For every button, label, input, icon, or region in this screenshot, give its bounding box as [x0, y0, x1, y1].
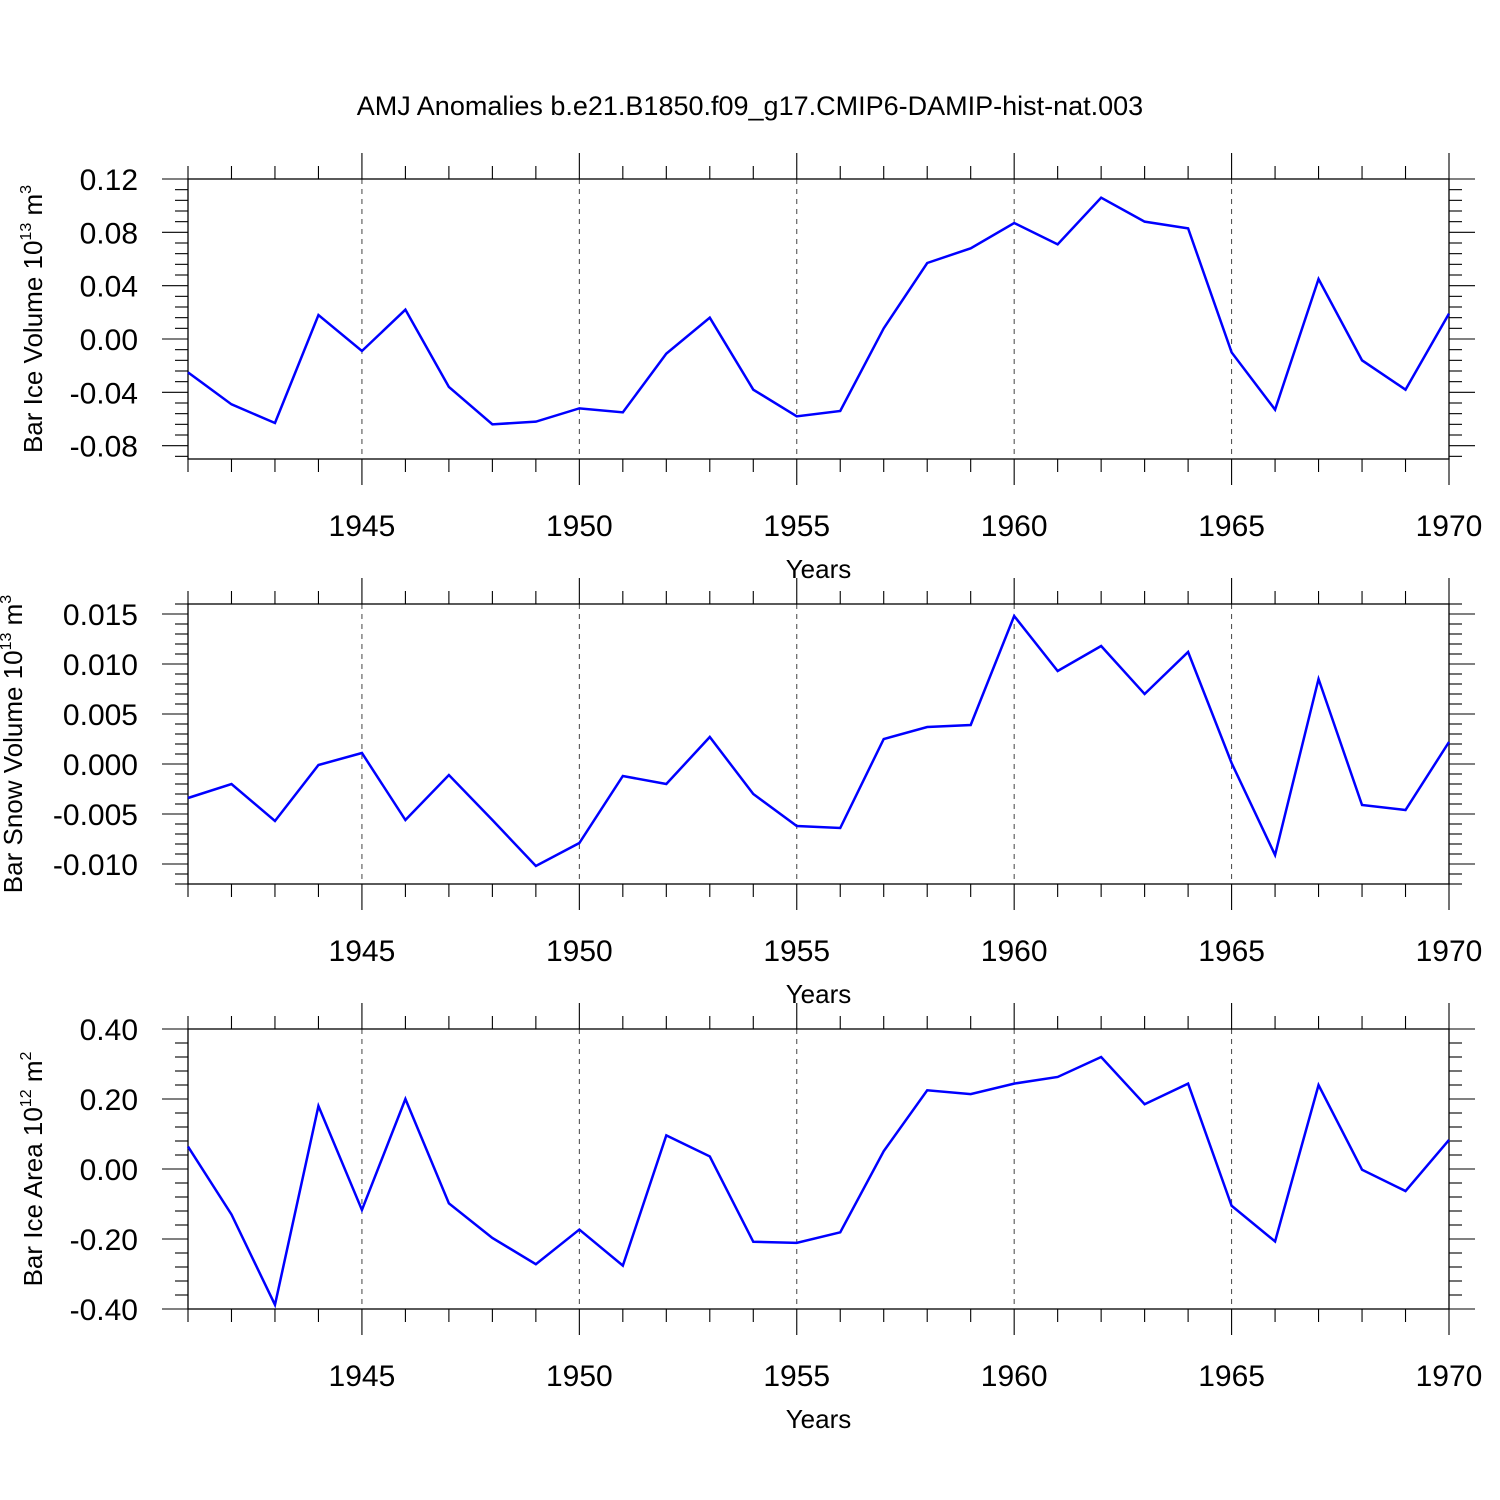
y-axis-label: Bar Ice Area 1012 m2	[18, 1051, 48, 1286]
plot-frame	[187, 178, 1450, 460]
y-tick-label: -0.005	[53, 799, 138, 832]
y-tick-label: -0.04	[70, 377, 138, 410]
x-tick-label: 1965	[1198, 510, 1265, 543]
y-tick-label: 0.20	[80, 1084, 138, 1117]
panel-ice-area: 0.40 0.20 0.00 -0.20 -0.40 1945 1950 1955 1960 19…	[18, 1003, 1482, 1434]
y-tick-label: -0.20	[70, 1224, 138, 1257]
y-tick-label: 0.00	[80, 1154, 138, 1187]
x-tick-label: 1955	[763, 935, 830, 968]
figure-title: AMJ Anomalies b.e21.B1850.f09_g17.CMIP6-…	[357, 91, 1143, 121]
x-axis-label: Years	[786, 979, 852, 1009]
y-tick-label: 0.005	[63, 699, 138, 732]
y-axis-label: Bar Ice Volume 1013 m3	[18, 185, 48, 453]
y-tick-label: 0.40	[80, 1014, 138, 1047]
y-axis-label-part: m	[18, 194, 48, 223]
y-axis-label-part: m	[0, 604, 28, 633]
y-axis-label-part: Bar Ice Area 10	[18, 1107, 48, 1286]
y-axis-label-part: Bar Snow Volume 10	[0, 650, 28, 893]
x-tick-label: 1945	[329, 935, 396, 968]
series-line	[187, 196, 1451, 426]
series-line	[187, 613, 1451, 868]
y-axis-label-superscript: 2	[18, 1051, 35, 1060]
y-axis-label-superscript: 12	[18, 1089, 35, 1107]
panel-snow-volume: 0.015 0.010 0.005 0.000 -0.005 -0.010 1945 1950…	[0, 578, 1482, 1009]
series-line	[186, 1055, 1450, 1309]
y-axis-label-superscript: 13	[18, 223, 35, 241]
y-axis-label-superscript: 13	[0, 632, 15, 650]
x-tick-label: 1945	[329, 510, 396, 543]
x-tick-label: 1950	[546, 510, 613, 543]
x-tick-label: 1950	[546, 1360, 613, 1393]
y-axis-label-superscript: 3	[18, 185, 35, 194]
x-tick-label: 1970	[1416, 510, 1483, 543]
x-axis-label: Years	[786, 554, 852, 584]
y-axis-label: Bar Snow Volume 1013 m3	[0, 595, 28, 894]
x-tick-label: 1945	[329, 1360, 396, 1393]
x-tick-label: 1960	[981, 1360, 1048, 1393]
x-tick-label: 1955	[763, 1360, 830, 1393]
plot-frame	[187, 603, 1450, 885]
y-axis-label-superscript: 3	[0, 595, 15, 604]
x-axis-label: Years	[786, 1404, 852, 1434]
y-tick-label: 0.04	[80, 271, 138, 304]
y-tick-label: 0.000	[63, 749, 138, 782]
x-tick-label: 1960	[981, 935, 1048, 968]
x-tick-label: 1950	[546, 935, 613, 968]
x-tick-label: 1970	[1416, 1360, 1483, 1393]
y-tick-label: 0.015	[63, 599, 138, 632]
x-tick-label: 1970	[1416, 935, 1483, 968]
x-tick-label: 1965	[1198, 935, 1265, 968]
y-axis-label-part: m	[18, 1060, 48, 1089]
y-tick-label: -0.08	[70, 431, 138, 464]
y-tick-label: -0.010	[53, 849, 138, 882]
y-tick-label: 0.08	[80, 217, 138, 250]
x-tick-label: 1965	[1198, 1360, 1265, 1393]
panel-ice-volume: 0.12 0.08 0.04 0.00 -0.04 -0.08 1945 1950 1955 19…	[18, 153, 1482, 584]
y-tick-label: 0.12	[80, 164, 138, 197]
y-tick-label: 0.010	[63, 649, 138, 682]
y-axis-label-part: Bar Ice Volume 10	[18, 241, 48, 453]
x-tick-label: 1955	[763, 510, 830, 543]
x-tick-label: 1960	[981, 510, 1048, 543]
y-tick-label: 0.00	[80, 324, 138, 357]
y-tick-label: -0.40	[70, 1294, 138, 1327]
